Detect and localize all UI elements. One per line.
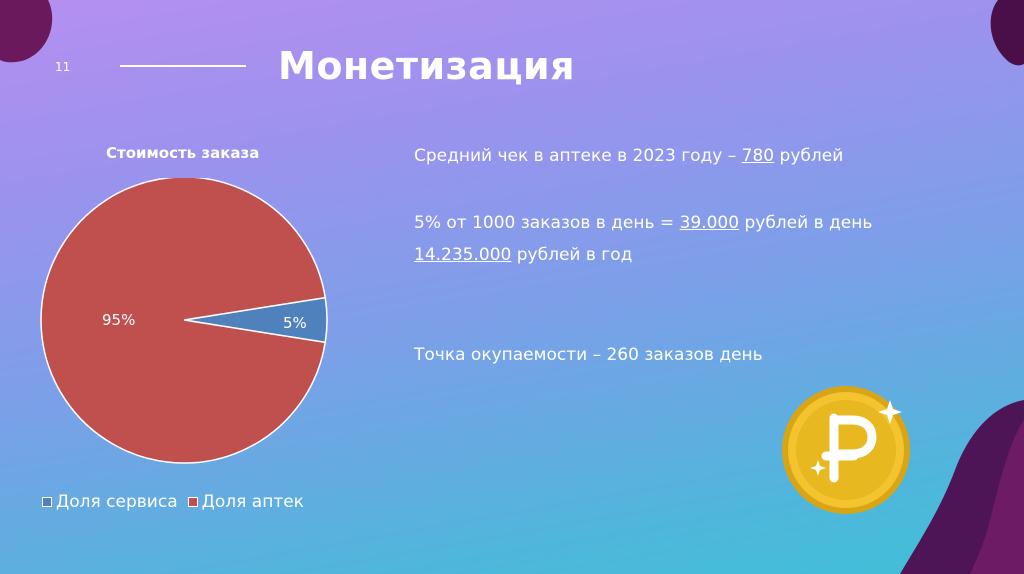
legend-item-pharmacies: Доля аптек: [187, 492, 304, 512]
year-text: 14.235.000 рублей в год: [414, 245, 632, 265]
decor-blob-top-left: [0, 0, 53, 63]
ruble-coin-icon: [782, 386, 910, 514]
chart-legend: Доля сервиса Доля аптек: [42, 492, 314, 512]
avg-check-suffix: рублей: [774, 146, 844, 166]
avg-check-value: 780: [741, 146, 775, 166]
data-label-pharmacies: 95%: [102, 311, 136, 329]
title-divider: [120, 65, 246, 67]
pie-slice-pharmacies: [40, 178, 327, 464]
slide-number: 11: [55, 60, 71, 74]
breakeven-text: Точка окупаемости – 260 заказов день: [414, 345, 763, 365]
legend-label-pharmacies: Доля аптек: [201, 492, 304, 512]
legend-swatch-service: [42, 497, 52, 507]
year-value: 14.235.000: [414, 245, 512, 265]
avg-check-prefix: Средний чек в аптеке в 2023 году –: [414, 146, 742, 166]
orders-prefix: 5% от 1000 заказов в день =: [414, 213, 680, 233]
decor-blob-top-right: [990, 0, 1024, 66]
decor-blob-bottom-right: [900, 400, 1024, 574]
avg-check-text: Средний чек в аптеке в 2023 году – 780 р…: [414, 146, 843, 166]
chart-title: Стоимость заказа: [106, 144, 260, 162]
legend-label-service: Доля сервиса: [56, 492, 178, 512]
page-title: Монетизация: [278, 44, 576, 88]
data-label-service: 5%: [283, 314, 307, 332]
orders-suffix: рублей в день: [739, 213, 873, 233]
orders-text: 5% от 1000 заказов в день = 39.000 рубле…: [414, 213, 872, 233]
pie-chart: [40, 178, 328, 464]
legend-item-service: Доля сервиса: [42, 492, 178, 512]
year-suffix: рублей в год: [511, 245, 633, 265]
orders-value: 39.000: [679, 213, 740, 233]
legend-swatch-pharmacies: [187, 497, 198, 507]
